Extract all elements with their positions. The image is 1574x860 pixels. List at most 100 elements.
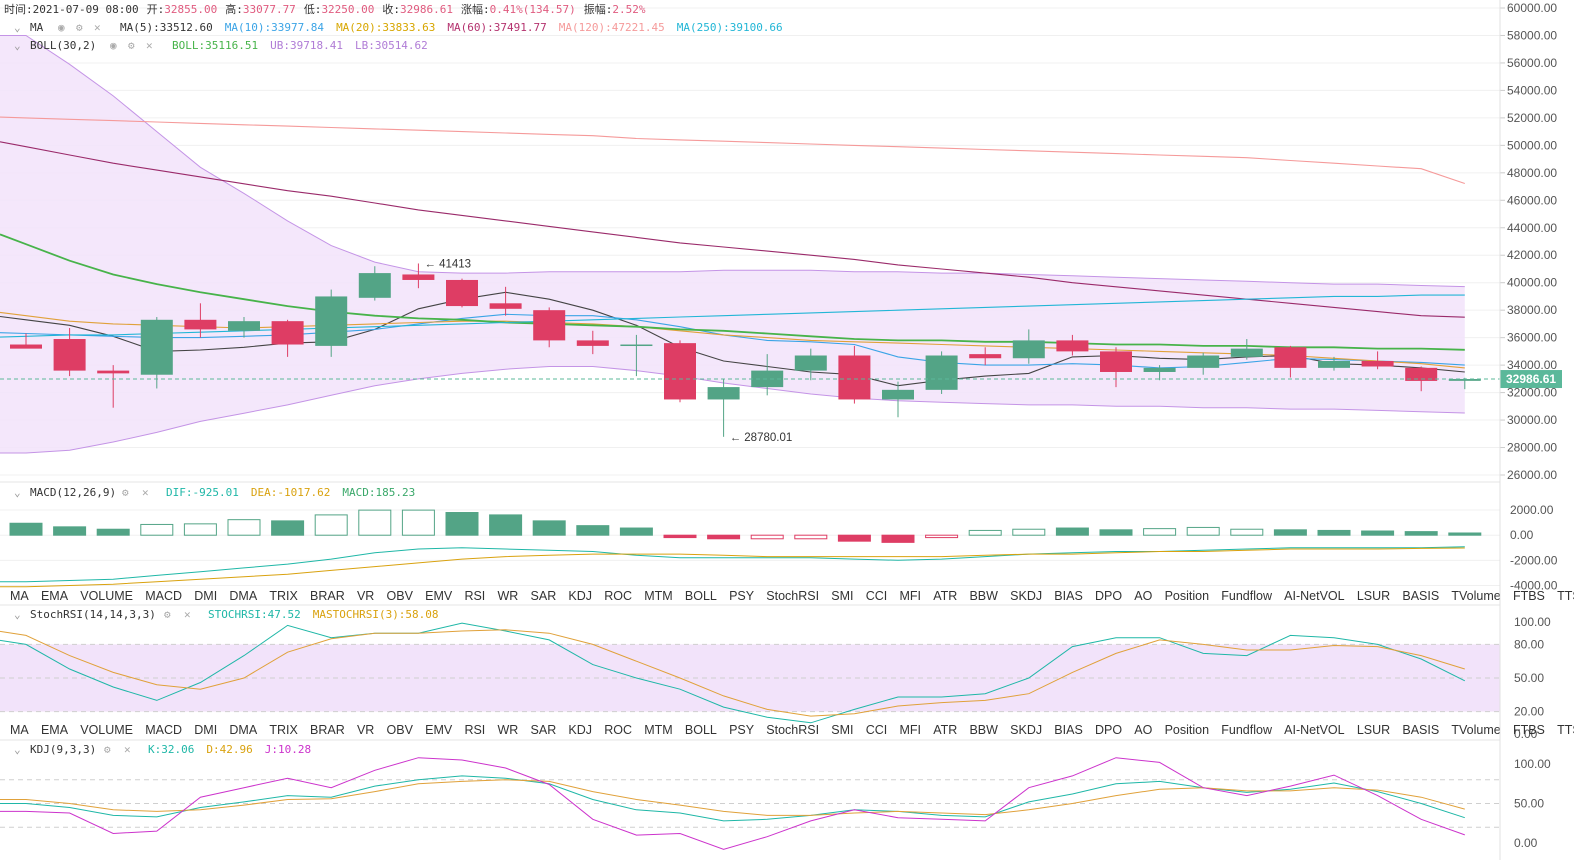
indicator-tab-emv[interactable]: EMV [425,589,453,603]
close-icon[interactable]: ✕ [124,743,131,756]
indicator-tab-obv[interactable]: OBV [387,723,414,737]
indicator-tab-emv[interactable]: EMV [425,723,453,737]
indicator-tab-bbw[interactable]: BBW [969,589,998,603]
indicator-tab-volume[interactable]: VOLUME [80,589,133,603]
gear-icon[interactable]: ⚙ [128,39,135,52]
indicator-tab-mfi[interactable]: MFI [899,589,921,603]
indicator-tab-skdj[interactable]: SKDJ [1010,723,1042,737]
indicator-tab-ema[interactable]: EMA [41,589,69,603]
indicator-tab-position[interactable]: Position [1165,589,1210,603]
eye-icon[interactable]: ◉ [110,39,117,52]
indicator-tab-ttsi[interactable]: TTSI [1557,589,1574,603]
gear-icon[interactable]: ⚙ [76,21,83,34]
indicator-tab-atr[interactable]: ATR [933,723,957,737]
indicator-tab-ai-netvol[interactable]: AI-NetVOL [1284,723,1344,737]
indicator-tab-bias[interactable]: BIAS [1054,589,1083,603]
indicator-tab-stochrsi[interactable]: StochRSI [766,723,819,737]
indicator-tab-sar[interactable]: SAR [531,723,557,737]
indicator-tab-bar-2[interactable]: MA EMA VOLUME MACD DMI DMA TRIX BRAR VR OBV EMV RSI… [10,723,1574,737]
indicator-tab-kdj[interactable]: KDJ [568,723,592,737]
gear-icon[interactable]: ⚙ [104,743,111,756]
indicator-tab-cci[interactable]: CCI [866,723,888,737]
indicator-tab-basis[interactable]: BASIS [1402,589,1439,603]
eye-icon[interactable]: ◉ [58,21,65,34]
indicator-tab-brar[interactable]: BRAR [310,723,345,737]
macd-axis[interactable]: 2000.00 0.00 -2000.00 -4000.00 [1510,503,1558,592]
indicator-tab-psy[interactable]: PSY [729,723,755,737]
indicator-tab-macd[interactable]: MACD [145,723,182,737]
macd-panel[interactable] [0,509,1500,588]
indicator-tab-atr[interactable]: ATR [933,589,957,603]
indicator-tab-smi[interactable]: SMI [831,723,853,737]
gear-icon[interactable]: ⚙ [164,608,171,621]
indicator-tab-dpo[interactable]: DPO [1095,589,1122,603]
indicator-tab-bar-1[interactable]: MA EMA VOLUME MACD DMI DMA TRIX BRAR VR OBV EMV RSI… [10,589,1574,603]
indicator-tab-fundflow[interactable]: Fundflow [1221,589,1273,603]
collapse-chevron-icon[interactable]: ⌄ [14,39,21,52]
indicator-tab-vr[interactable]: VR [357,723,374,737]
indicator-tab-trix[interactable]: TRIX [269,723,298,737]
indicator-tab-rsi[interactable]: RSI [464,589,485,603]
close-icon[interactable]: ✕ [184,608,191,621]
indicator-tab-vr[interactable]: VR [357,589,374,603]
indicator-tab-basis[interactable]: BASIS [1402,723,1439,737]
indicator-tab-ttsi[interactable]: TTSI [1557,723,1574,737]
indicator-tab-cci[interactable]: CCI [866,589,888,603]
indicator-tab-ftbs[interactable]: FTBS [1513,723,1545,737]
indicator-tab-boll[interactable]: BOLL [685,723,717,737]
indicator-tab-ai-netvol[interactable]: AI-NetVOL [1284,589,1344,603]
indicator-tab-sar[interactable]: SAR [531,589,557,603]
indicator-tab-psy[interactable]: PSY [729,589,755,603]
indicator-tab-ma[interactable]: MA [10,723,29,737]
indicator-tab-obv[interactable]: OBV [387,589,414,603]
indicator-tab-bbw[interactable]: BBW [969,723,998,737]
price-axis[interactable]: 26000.00 28000.00 30000.00 32000.00 34000.00… [1500,1,1557,482]
indicator-tab-ema[interactable]: EMA [41,723,69,737]
indicator-tab-mtm[interactable]: MTM [644,589,672,603]
indicator-tab-dpo[interactable]: DPO [1095,723,1122,737]
indicator-tab-position[interactable]: Position [1165,723,1210,737]
indicator-tab-ftbs[interactable]: FTBS [1513,589,1545,603]
indicator-tab-rsi[interactable]: RSI [464,723,485,737]
collapse-chevron-icon[interactable]: ⌄ [14,608,21,621]
indicator-tab-wr[interactable]: WR [497,723,518,737]
indicator-tab-lsur[interactable]: LSUR [1357,589,1390,603]
collapse-chevron-icon[interactable]: ⌄ [14,21,21,34]
indicator-tab-stochrsi[interactable]: StochRSI [766,589,819,603]
stochrsi-axis[interactable]: 100.00 80.00 50.00 20.00 0.00 [1514,615,1551,741]
indicator-tab-smi[interactable]: SMI [831,589,853,603]
indicator-tab-mfi[interactable]: MFI [899,723,921,737]
indicator-tab-ao[interactable]: AO [1134,589,1152,603]
kdj-axis[interactable]: 100.00 50.00 0.00 [1514,757,1551,850]
close-icon[interactable]: ✕ [142,486,149,499]
collapse-chevron-icon[interactable]: ⌄ [14,486,21,499]
indicator-tab-wr[interactable]: WR [497,589,518,603]
indicator-tab-skdj[interactable]: SKDJ [1010,589,1042,603]
price-panel[interactable]: ← 41413 ← 28780.01 [0,7,1500,476]
indicator-tab-fundflow[interactable]: Fundflow [1221,723,1273,737]
indicator-tab-ma[interactable]: MA [10,589,29,603]
indicator-tab-kdj[interactable]: KDJ [568,589,592,603]
indicator-tab-roc[interactable]: ROC [604,589,632,603]
close-icon[interactable]: ✕ [146,39,153,52]
indicator-tab-dmi[interactable]: DMI [194,723,217,737]
indicator-tab-boll[interactable]: BOLL [685,589,717,603]
gear-icon[interactable]: ⚙ [122,486,129,499]
indicator-tab-brar[interactable]: BRAR [310,589,345,603]
indicator-tab-trix[interactable]: TRIX [269,589,298,603]
indicator-tab-roc[interactable]: ROC [604,723,632,737]
indicator-tab-lsur[interactable]: LSUR [1357,723,1390,737]
indicator-tab-mtm[interactable]: MTM [644,723,672,737]
indicator-tab-dmi[interactable]: DMI [194,589,217,603]
close-icon[interactable]: ✕ [94,21,101,34]
indicator-tab-dma[interactable]: DMA [229,589,257,603]
indicator-tab-ao[interactable]: AO [1134,723,1152,737]
indicator-tab-tvolume[interactable]: TVolume [1451,589,1500,603]
indicator-tab-volume[interactable]: VOLUME [80,723,133,737]
indicator-tab-macd[interactable]: MACD [145,589,182,603]
collapse-chevron-icon[interactable]: ⌄ [14,743,21,756]
indicator-tab-tvolume[interactable]: TVolume [1451,723,1500,737]
stochrsi-panel[interactable] [0,622,1500,724]
indicator-tab-bias[interactable]: BIAS [1054,723,1083,737]
